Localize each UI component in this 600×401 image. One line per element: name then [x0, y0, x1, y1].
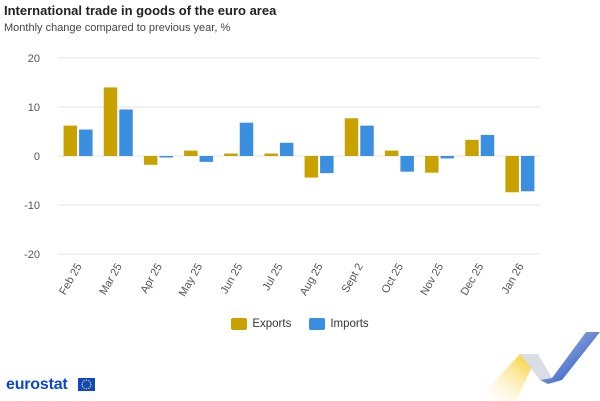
bar-exports[interactable] [63, 125, 78, 156]
y-tick-label: -20 [24, 249, 40, 261]
x-tick-label: Oct 25 [379, 262, 406, 296]
bar-chart: -20 -10 0 10 20 Feb 25 Mar 25 Apr 25 May 25 Jun 2… [24, 53, 540, 299]
bar-imports[interactable] [440, 156, 455, 159]
bar-imports[interactable] [480, 134, 495, 156]
bar-exports[interactable] [465, 139, 479, 156]
bar-exports[interactable] [505, 156, 519, 193]
bar-imports[interactable] [520, 156, 535, 192]
bar-exports[interactable] [224, 153, 238, 156]
bar-imports[interactable] [239, 122, 254, 156]
x-tick-label: Jan 26 [500, 262, 527, 297]
bar-imports[interactable] [159, 156, 173, 158]
y-tick-label: 20 [28, 53, 40, 65]
bar-imports[interactable] [119, 109, 133, 156]
bar-exports[interactable] [344, 118, 359, 156]
chart-title: International trade in goods of the euro… [4, 3, 277, 18]
bar-exports[interactable] [425, 156, 439, 173]
legend-item-imports[interactable]: Imports [309, 318, 369, 330]
bar-exports[interactable] [264, 153, 278, 156]
x-tick-label: Nov 25 [418, 262, 446, 298]
x-tick-label: Jun 25 [218, 262, 245, 297]
legend-swatch-imports [309, 318, 326, 330]
x-tick-label: May 25 [177, 262, 205, 299]
bar-exports[interactable] [184, 150, 198, 156]
bar-exports[interactable] [103, 87, 118, 156]
bar-imports[interactable] [279, 142, 294, 156]
y-tick-label: -10 [24, 200, 40, 212]
y-tick-label: 10 [28, 102, 40, 114]
eurostat-logo: eurostat [6, 376, 68, 393]
legend-label-imports: Imports [330, 318, 369, 330]
legend-swatch-exports [231, 318, 248, 330]
eu-flag-icon [78, 378, 95, 391]
y-tick-label: 0 [34, 151, 40, 163]
legend-label-exports: Exports [252, 318, 292, 330]
legend-item-exports[interactable]: Exports [231, 318, 291, 330]
x-tick-label: Feb 25 [57, 262, 85, 298]
bar-imports[interactable] [400, 156, 414, 172]
x-tick-label: Dec 25 [459, 262, 487, 298]
x-tick-label: Jul 25 [260, 262, 285, 293]
bar-exports[interactable] [304, 156, 319, 178]
x-tick-label: Aug 25 [298, 262, 326, 298]
decorative-ribbon-icon [476, 332, 600, 401]
chart-legend: Exports Imports [0, 318, 600, 330]
bar-imports[interactable] [79, 129, 93, 156]
chart-subtitle: Monthly change compared to previous year… [4, 22, 231, 34]
bar-exports[interactable] [143, 156, 158, 165]
x-tick-label: Sept 2 [340, 262, 366, 296]
bar-exports[interactable] [384, 150, 399, 156]
bar-imports[interactable] [199, 156, 214, 162]
x-tick-label: Apr 25 [138, 262, 165, 296]
x-tick-label: Mar 25 [97, 262, 125, 298]
bar-imports[interactable] [320, 156, 334, 174]
bar-imports[interactable] [360, 125, 374, 156]
